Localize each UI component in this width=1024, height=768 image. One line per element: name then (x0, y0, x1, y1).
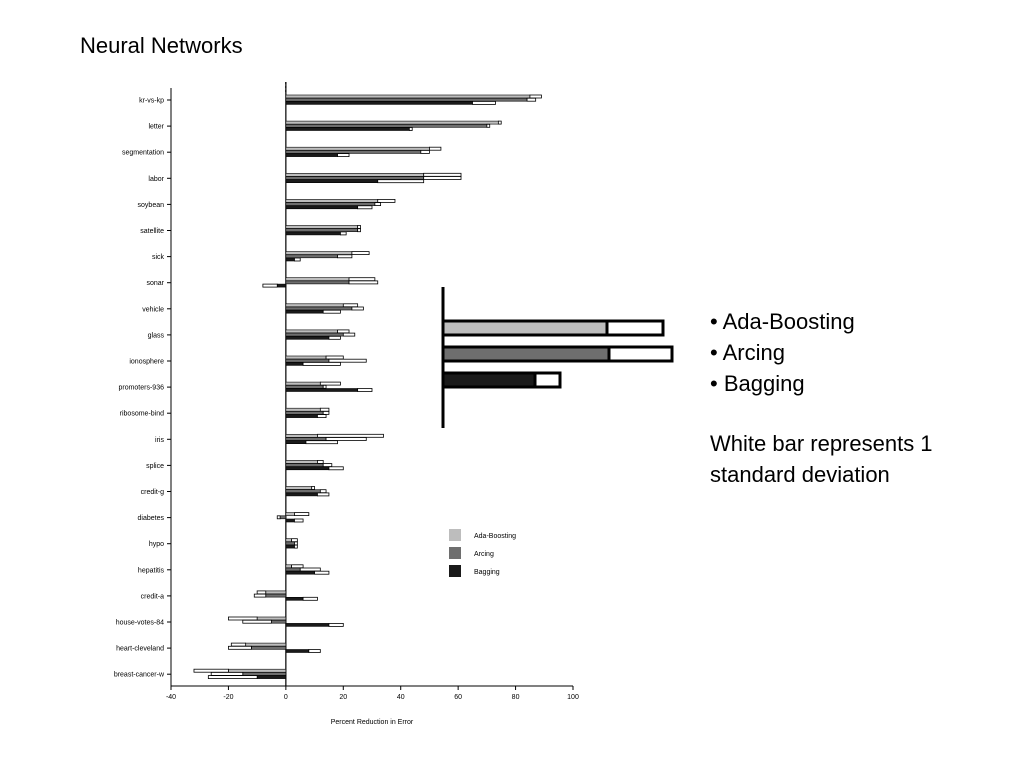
category-label-glass: glass (148, 332, 165, 339)
category-label-hepatitis: hepatitis (138, 567, 165, 574)
std-bar-arcing-ionosphere (328, 358, 367, 363)
std-bar-arcing-glass (342, 332, 356, 337)
category-label-diabetes: diabetes (138, 515, 165, 522)
category-label-soybean: soybean (138, 202, 165, 209)
std-bar-arcing-iris (325, 437, 367, 441)
category-label-ribosome-bind: ribosome-bind (120, 411, 164, 418)
std-bar-bagging-diabetes (294, 518, 304, 523)
legend-swatch-bagging (449, 565, 461, 577)
x-tick-label-7: 100 (567, 694, 579, 701)
legend-illustration-arcing-std (607, 345, 674, 363)
legend-illustration-arcing-bar (441, 345, 611, 363)
std-bar-arcing-credit-a (253, 593, 267, 598)
bullet-arcing: • Arcing (710, 340, 785, 365)
x-tick-label-6: 80 (512, 694, 520, 701)
legend-swatch-arcing (449, 547, 461, 559)
slide-title: Neural Networks (80, 33, 243, 58)
category-label-labor: labor (148, 176, 164, 183)
std-bar-ada-boosting-segmentation (429, 146, 442, 151)
std-bar-bagging-iris (305, 440, 338, 445)
category-label-hypo: hypo (149, 541, 164, 548)
std-bar-bagging-credit-a (302, 596, 318, 601)
x-axis-label: Percent Reduction in Error (331, 719, 414, 726)
x-tick-label-0: -40 (166, 694, 176, 701)
legend-label-arcing: Arcing (474, 551, 494, 558)
std-bar-ada-boosting-soybean (377, 198, 396, 203)
std-bar-arcing-satellite (357, 228, 361, 233)
category-label-satellite: satellite (140, 228, 164, 235)
std-bar-bagging-sonar (262, 283, 278, 288)
std-bar-arcing-vehicle (351, 306, 364, 311)
std-bar-bagging-hepatitis (314, 570, 330, 575)
category-label-vehicle: vehicle (142, 306, 164, 313)
std-bar-bagging-splice (328, 466, 344, 471)
std-bar-ada-boosting-diabetes (294, 512, 310, 516)
x-tick-label-5: 60 (454, 694, 462, 701)
std-bar-bagging-ribosome-bind (317, 414, 327, 419)
x-tick-label-4: 40 (397, 694, 405, 701)
x-tick-label-2: 0 (284, 694, 288, 701)
legend-label-bagging: Bagging (474, 569, 500, 576)
legend-label-ada-boosting: Ada-Boosting (474, 533, 516, 540)
legend-illustration-bagging-std (533, 371, 562, 389)
category-label-house-votes-84: house-votes-84 (116, 620, 164, 627)
std-bar-arcing-house-votes-84 (242, 619, 272, 624)
category-label-splice: splice (146, 463, 164, 470)
bullet-ada-boosting: • Ada-Boosting (710, 309, 855, 334)
std-bar-bagging-vehicle (322, 309, 341, 314)
category-label-heart-cleveland: heart-cleveland (116, 646, 164, 653)
std-bar-bagging-heart-cleveland (308, 649, 321, 653)
std-bar-bagging-kr-vs-kp (472, 101, 496, 105)
legend-illustration-bagging-bar (441, 371, 537, 389)
std-bar-bagging-credit-g (317, 492, 330, 497)
category-label-letter: letter (148, 124, 164, 131)
std-bar-arcing-heart-cleveland (228, 645, 252, 650)
std-bar-bagging-labor (377, 179, 425, 184)
category-label-credit-g: credit-g (141, 489, 164, 496)
legend-illustration-ada-std (605, 319, 665, 337)
category-label-breast-cancer-w: breast-cancer-w (114, 672, 165, 679)
category-label-credit-a: credit-a (141, 593, 164, 600)
category-label-segmentation: segmentation (122, 150, 164, 157)
std-bar-bagging-hypo (294, 544, 298, 549)
std-bar-ada-boosting-sick (351, 251, 370, 256)
std-bar-bagging-soybean (357, 205, 373, 210)
std-bar-arcing-diabetes (276, 515, 281, 520)
std-bar-ada-boosting-promoters-936 (319, 381, 341, 386)
std-bar-arcing-segmentation (420, 149, 430, 154)
category-label-kr-vs-kp: kr-vs-kp (139, 98, 164, 105)
x-tick-label-3: 20 (339, 694, 347, 701)
std-bar-bagging-letter (408, 127, 413, 131)
category-label-sick: sick (152, 254, 165, 261)
std-bar-bagging-segmentation (337, 153, 350, 158)
category-label-promoters-936: promoters-936 (118, 385, 164, 392)
std-bar-bagging-breast-cancer-w (207, 675, 258, 679)
std-bar-bagging-glass (328, 335, 341, 340)
std-bar-bagging-sick (294, 257, 301, 262)
std-bar-arcing-labor (423, 176, 462, 180)
std-bar-bagging-promoters-936 (357, 388, 373, 392)
legend-illustration-ada-bar (441, 319, 609, 337)
std-bar-arcing-sonar (348, 280, 379, 285)
std-bar-bagging-ionosphere (302, 361, 341, 366)
bullet-list: • Ada-Boosting • Arcing • Bagging (710, 306, 855, 399)
x-tick-label-1: -20 (223, 694, 233, 701)
bullet-bagging: • Bagging (710, 371, 805, 396)
std-bar-ada-boosting-letter (497, 120, 502, 125)
std-bar-arcing-sick (337, 254, 353, 259)
std-bar-arcing-kr-vs-kp (526, 97, 537, 102)
category-label-ionosphere: ionosphere (129, 359, 164, 366)
legend-swatch-ada-boosting (449, 529, 461, 541)
std-bar-bagging-satellite (340, 231, 347, 236)
std-bar-arcing-soybean (374, 202, 382, 207)
std-dev-note: White bar represents 1 standard deviatio… (710, 431, 933, 487)
category-label-sonar: sonar (146, 280, 164, 287)
std-bar-arcing-letter (486, 123, 491, 128)
category-label-iris: iris (155, 437, 164, 444)
std-bar-bagging-house-votes-84 (328, 623, 344, 627)
